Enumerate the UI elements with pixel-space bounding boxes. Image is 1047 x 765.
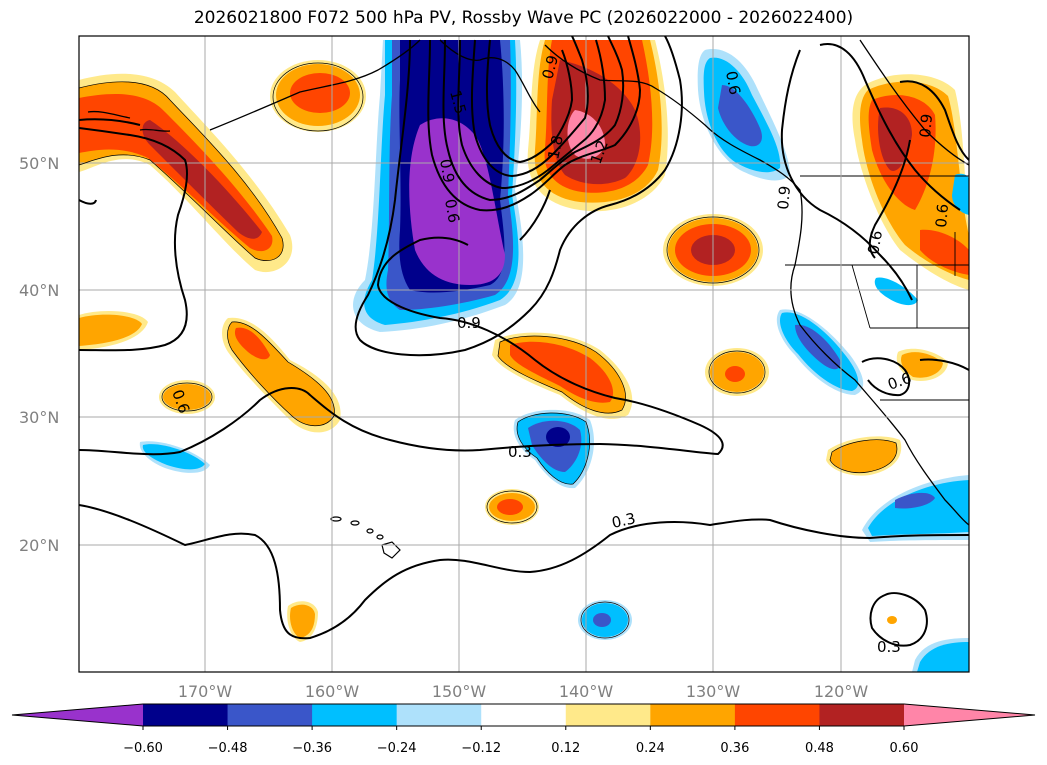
map-plot-area (79, 36, 969, 672)
contour-label: 0.6 (441, 198, 463, 225)
contour-label: 0.9 (916, 113, 936, 138)
colorbar: −0.60 −0.48 −0.36 −0.24 −0.12 0.12 0.24 0.36 0.4… (11, 703, 1036, 756)
lon-label: 160°W (305, 682, 360, 701)
colorbar-tick-label: −0.36 (292, 741, 332, 756)
lat-label: 30°N (19, 408, 59, 427)
colorbar-segment (819, 704, 905, 726)
colorbar-tick-label: −0.60 (123, 741, 163, 756)
contour-label: 0.9 (538, 53, 562, 81)
colorbar-segment (143, 704, 229, 726)
anomaly-positive-dot (887, 616, 897, 624)
map-title: 2026021800 F072 500 hPa PV, Rossby Wave … (193, 8, 854, 28)
anomaly-positive-small-coast (705, 348, 769, 396)
anomaly-positive-aleutian (270, 60, 366, 132)
anomaly-positive-far-south (287, 601, 318, 642)
map-frame (78, 35, 970, 673)
contour-label: 0.9 (436, 158, 458, 185)
colorbar-tick-label: −0.24 (377, 741, 417, 756)
longitude-labels: 170°W 160°W 150°W 140°W 130°W 120°W (178, 682, 869, 701)
lon-label: 130°W (686, 682, 741, 701)
anomaly-positive-socal (896, 348, 948, 381)
anomaly-negative-central (513, 409, 595, 489)
anomaly-positive-mexico (826, 436, 902, 476)
colorbar-segment (396, 704, 482, 726)
colorbar-segment (481, 704, 567, 726)
anomaly-negative-trough (353, 40, 524, 332)
colorbar-tick-label: 0.12 (551, 741, 580, 756)
anomaly-positive-small-west (159, 380, 215, 414)
contour-label: 0.3 (508, 443, 532, 461)
lon-label: 170°W (178, 682, 233, 701)
colorbar-tick-label: −0.12 (461, 741, 501, 756)
lat-label: 40°N (19, 281, 59, 300)
colorbar-segment (650, 704, 736, 726)
contour-label: 0.6 (864, 229, 886, 256)
anomaly-negative-southeast-bottom (912, 638, 969, 672)
colorbar-tick-label: 0.36 (720, 741, 749, 756)
anomaly-negative-baja (874, 277, 918, 306)
contour-label: 0.6 (932, 203, 952, 228)
anomaly-outlines (79, 62, 898, 639)
latitude-labels: 50°N 40°N 30°N 20°N (19, 154, 59, 555)
contour-label: 0.3 (610, 509, 637, 532)
colorbar-segment (227, 704, 313, 726)
colorbar-tick-label: 0.24 (636, 741, 665, 756)
pv-contours (79, 36, 969, 647)
contour-label: 0.9 (457, 314, 481, 332)
colorbar-tick-label: −0.48 (208, 741, 248, 756)
coastlines (87, 39, 969, 526)
anomaly-negative-far-south (578, 600, 632, 640)
lat-label: 50°N (19, 154, 59, 173)
anomaly-negative-small-west (139, 441, 210, 473)
contour-label: 1.8 (544, 134, 567, 161)
contour-label: 0.9 (774, 185, 794, 210)
colorbar-segment (565, 704, 651, 726)
lon-label: 120°W (814, 682, 869, 701)
anomaly-positive-west-edge (79, 310, 148, 350)
colorbar-segment (312, 704, 398, 726)
contour-label: 0.3 (877, 638, 901, 656)
anomaly-negative-southeast (862, 475, 969, 542)
lon-label: 140°W (559, 682, 614, 701)
anomaly-positive-small-south (485, 489, 539, 525)
contour-label: 0.6 (722, 70, 744, 97)
anomaly-negative-ne-edge (952, 173, 969, 215)
colorbar-extend-high (904, 704, 1035, 726)
contour-labels: 1.5 0.9 0.6 1.8 1.2 0.9 0.3 0.3 0.3 0.6 … (168, 53, 952, 656)
colorbar-segment (734, 704, 820, 726)
colorbar-tick-label: 0.48 (805, 741, 834, 756)
colorbar-tick-label: 0.60 (890, 741, 919, 756)
hawaii-islands (330, 516, 401, 559)
political-borders (785, 175, 969, 401)
colorbar-extend-low (12, 704, 143, 726)
anomaly-negative-bc (697, 49, 790, 181)
lon-label: 150°W (432, 682, 487, 701)
gridlines (79, 36, 969, 672)
anomaly-positive-chain (222, 317, 341, 433)
lat-label: 20°N (19, 536, 59, 555)
contour-label: 1.5 (446, 88, 470, 116)
